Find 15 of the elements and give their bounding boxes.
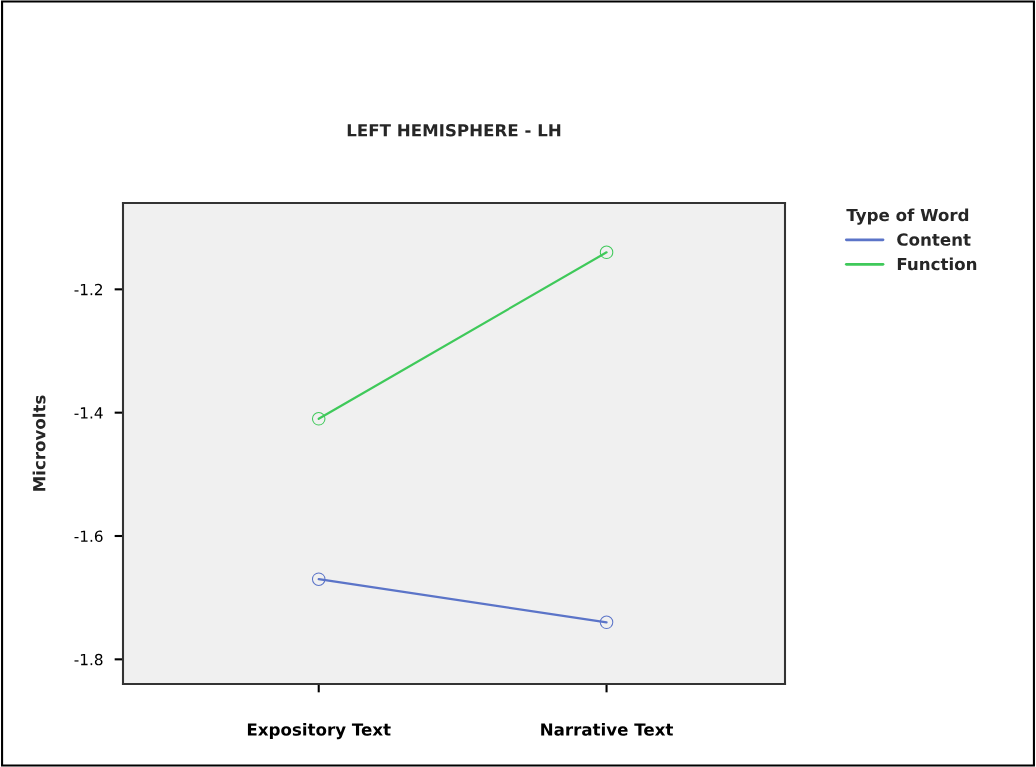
y-tick-label: -1.8 bbox=[74, 653, 103, 666]
point bbox=[311, 572, 326, 586]
point bbox=[311, 412, 326, 426]
chart-title: LEFT HEMISPHERE - LH bbox=[347, 123, 561, 137]
y-tick-label: -1.6 bbox=[74, 530, 103, 543]
point bbox=[599, 615, 614, 630]
y-axis-title: Microvolts bbox=[32, 395, 46, 491]
legend-label: Function bbox=[897, 257, 977, 271]
y-tick-label: -1.4 bbox=[74, 407, 103, 419]
legend-title: Type of Word bbox=[846, 208, 969, 225]
legend-label: Content bbox=[897, 233, 971, 246]
y-tick-label: -1.2 bbox=[74, 283, 103, 296]
x-tick-label: Narrative Text bbox=[541, 722, 674, 736]
x-tick-label: Expository Text bbox=[247, 722, 391, 740]
point bbox=[599, 245, 614, 260]
